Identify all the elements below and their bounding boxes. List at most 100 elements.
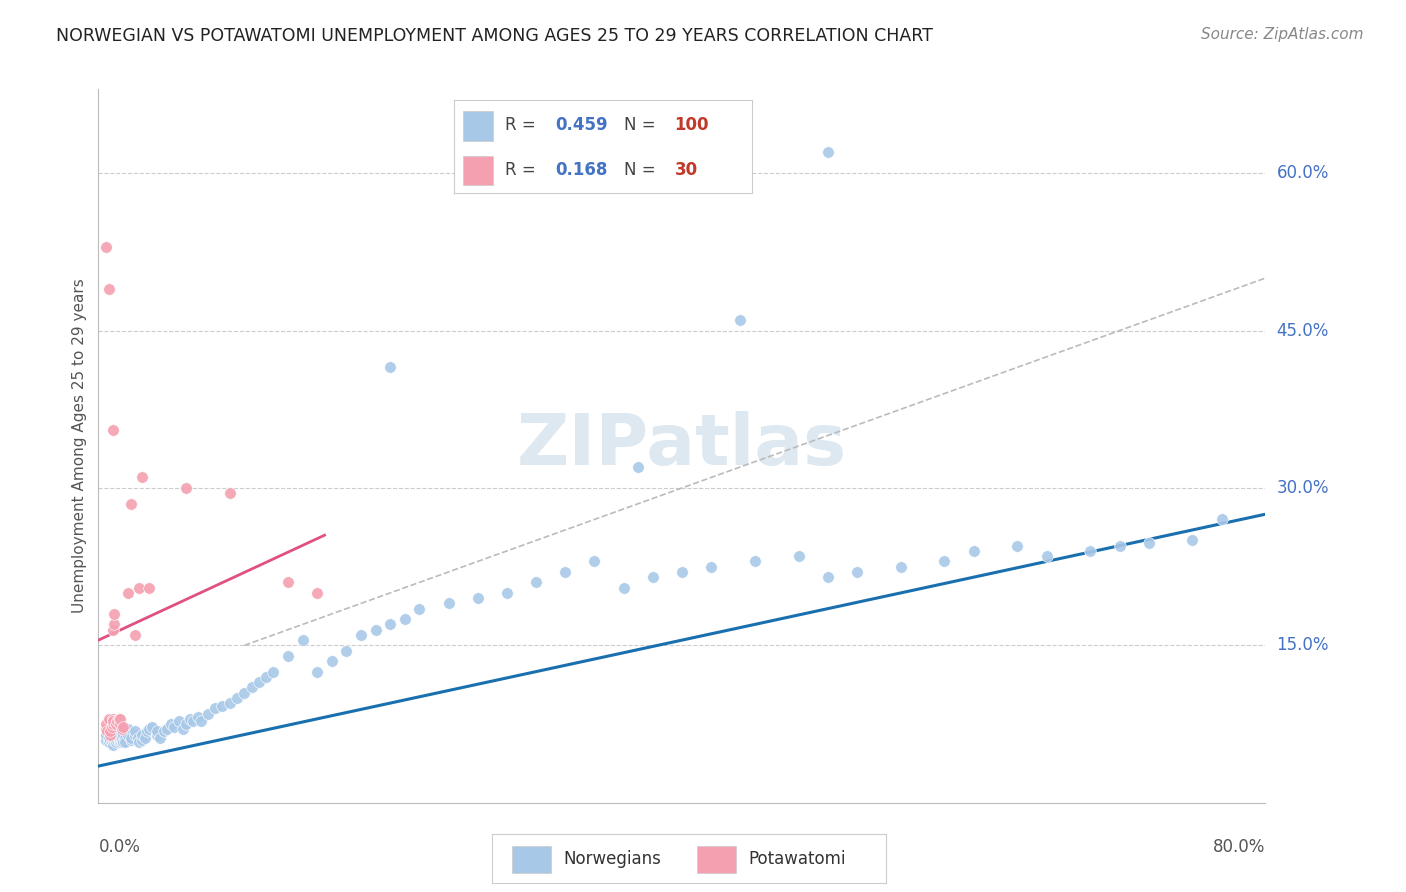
Point	[94, 239, 117, 253]
Point	[120, 731, 142, 745]
Point	[101, 714, 124, 728]
Point	[204, 701, 226, 715]
Point	[105, 714, 128, 728]
Text: Source: ZipAtlas.com: Source: ZipAtlas.com	[1201, 27, 1364, 42]
Point	[108, 712, 131, 726]
Point	[187, 710, 209, 724]
Point	[350, 628, 373, 642]
Point	[100, 735, 122, 749]
Point	[467, 591, 489, 606]
Point	[408, 601, 430, 615]
Point	[112, 720, 135, 734]
Point	[156, 723, 179, 737]
Point	[190, 714, 212, 728]
Point	[101, 731, 124, 745]
Point	[174, 481, 197, 495]
Point	[160, 717, 183, 731]
Point	[103, 617, 125, 632]
Point	[218, 696, 240, 710]
Point	[124, 628, 146, 642]
Point	[744, 554, 766, 568]
Point	[112, 735, 135, 749]
Point	[117, 723, 139, 737]
Text: NORWEGIAN VS POTAWATOMI UNEMPLOYMENT AMONG AGES 25 TO 29 YEARS CORRELATION CHART: NORWEGIAN VS POTAWATOMI UNEMPLOYMENT AMO…	[56, 27, 934, 45]
Point	[127, 731, 149, 745]
Point	[98, 728, 121, 742]
Point	[101, 723, 124, 737]
Point	[291, 633, 314, 648]
Point	[583, 554, 606, 568]
Point	[94, 728, 117, 742]
Point	[117, 586, 139, 600]
Point	[110, 717, 132, 731]
Point	[524, 575, 547, 590]
Point	[1108, 539, 1130, 553]
Point	[247, 675, 270, 690]
Point	[94, 723, 117, 737]
Point	[211, 699, 233, 714]
Point	[671, 565, 693, 579]
Point	[135, 724, 157, 739]
Point	[197, 706, 219, 721]
Point	[962, 544, 984, 558]
Point	[146, 728, 169, 742]
Point	[117, 728, 139, 742]
Point	[98, 732, 121, 747]
Point	[120, 497, 142, 511]
Point	[307, 665, 329, 679]
Point	[153, 724, 176, 739]
Point	[101, 423, 124, 437]
Point	[101, 712, 124, 726]
Text: Norwegians: Norwegians	[562, 849, 661, 868]
Point	[128, 735, 150, 749]
Point	[394, 612, 416, 626]
Point	[110, 712, 132, 726]
Point	[101, 738, 124, 752]
Point	[131, 470, 153, 484]
Point	[172, 723, 194, 737]
Point	[141, 720, 163, 734]
Point	[167, 714, 190, 728]
Point	[111, 732, 134, 747]
Point	[101, 717, 124, 731]
Point	[111, 723, 134, 737]
Point	[254, 670, 277, 684]
Point	[104, 735, 127, 749]
Point	[108, 732, 131, 747]
Point	[101, 724, 124, 739]
Point	[817, 145, 839, 160]
Point	[277, 648, 299, 663]
Point	[112, 728, 135, 742]
Point	[890, 559, 912, 574]
Point	[111, 731, 134, 745]
Y-axis label: Unemployment Among Ages 25 to 29 years: Unemployment Among Ages 25 to 29 years	[72, 278, 87, 614]
FancyBboxPatch shape	[512, 847, 551, 873]
Point	[138, 723, 160, 737]
Point	[131, 732, 153, 747]
Point	[321, 654, 343, 668]
Point	[149, 731, 172, 745]
Text: Potawatomi: Potawatomi	[748, 849, 845, 868]
Text: 30.0%: 30.0%	[1277, 479, 1329, 497]
Point	[97, 282, 120, 296]
Point	[110, 731, 132, 745]
Text: 60.0%: 60.0%	[1277, 164, 1329, 182]
Point	[110, 732, 132, 747]
Point	[378, 617, 402, 632]
Point	[437, 596, 460, 610]
Text: ZIPatlas: ZIPatlas	[517, 411, 846, 481]
Point	[817, 570, 839, 584]
Point	[114, 735, 136, 749]
Point	[1181, 533, 1204, 548]
Point	[124, 724, 146, 739]
Point	[179, 712, 201, 726]
Point	[96, 724, 118, 739]
Point	[97, 735, 120, 749]
Point	[94, 732, 117, 747]
Point	[641, 570, 664, 584]
Point	[612, 581, 634, 595]
Point	[700, 559, 723, 574]
Point	[728, 313, 751, 327]
Point	[174, 717, 197, 731]
Point	[101, 728, 124, 742]
